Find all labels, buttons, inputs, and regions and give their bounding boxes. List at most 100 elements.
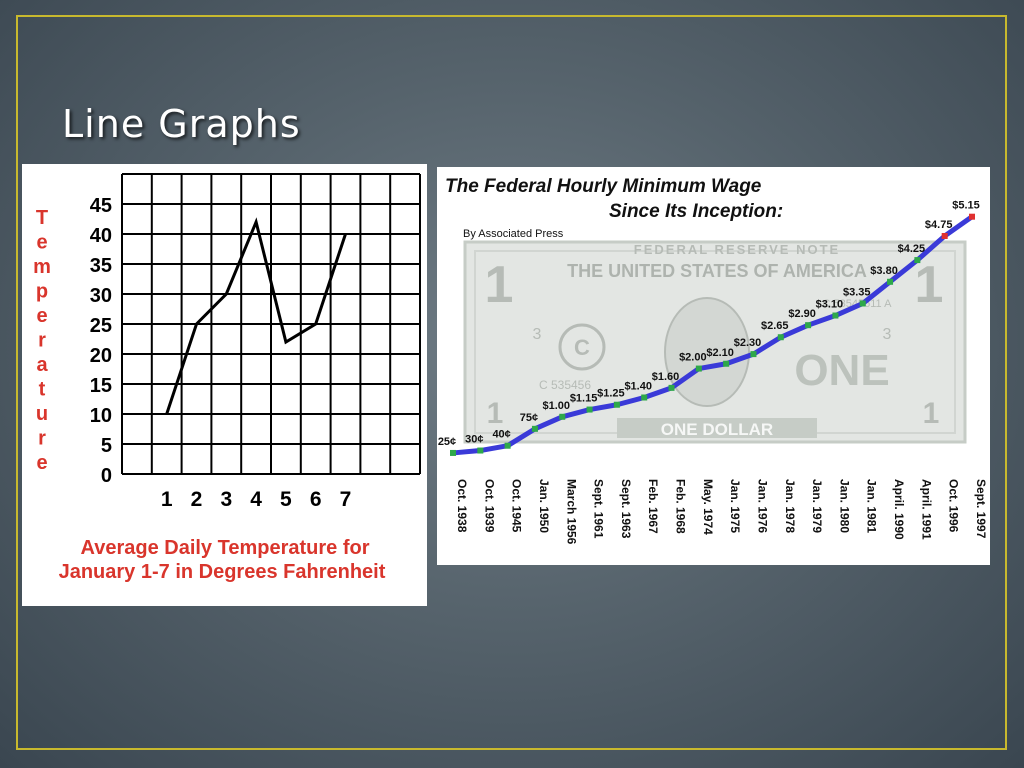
wage-x-ticks: Oct. 1938 Oct. 1939 Oct. 1945 Jan. 1950 Marc… bbox=[455, 479, 988, 545]
wage-x-tick-label: Sept. 1997 bbox=[974, 479, 988, 539]
temperature-y-tick-label: 20 bbox=[90, 345, 112, 367]
wage-data-label: 75¢ bbox=[520, 412, 538, 424]
wage-point bbox=[723, 360, 730, 367]
bill-seal bbox=[558, 323, 606, 371]
temperature-y-label-letter: e bbox=[36, 232, 47, 254]
wage-x-tick-label: Jan. 1976 bbox=[755, 479, 769, 533]
temperature-y-tick-label: 45 bbox=[90, 195, 112, 217]
wage-x-tick-label: Jan. 1950 bbox=[537, 479, 551, 533]
wage-x-tick-label: Oct. 1939 bbox=[482, 479, 496, 533]
wage-x-tick-label: Sept. 1961 bbox=[592, 479, 606, 539]
bill-top-text: FEDERAL RESERVE NOTE bbox=[634, 242, 840, 257]
wage-x-tick-label: Oct. 1938 bbox=[455, 479, 469, 533]
temperature-title-line-2: January 1-7 in Degrees Fahrenheit bbox=[59, 561, 386, 583]
temperature-y-axis-label: Temperature bbox=[33, 207, 51, 474]
wage-data-label: $2.10 bbox=[706, 347, 734, 359]
temperature-y-tick-label: 5 bbox=[101, 435, 112, 457]
wage-data-label: $2.90 bbox=[788, 308, 816, 320]
wage-data-label: 30¢ bbox=[465, 434, 483, 446]
wage-data-label: $1.00 bbox=[542, 400, 570, 412]
slide-title: Line Graphs bbox=[62, 102, 301, 146]
wage-x-tick-label: April. 1990 bbox=[892, 479, 906, 540]
temperature-x-tick-label: 7 bbox=[340, 488, 352, 511]
temperature-y-tick-label: 40 bbox=[90, 225, 112, 247]
wage-x-tick-label: Sept. 1963 bbox=[619, 479, 633, 539]
bill-denomination-bottom-left: 1 bbox=[487, 397, 504, 430]
wage-x-tick-label: April. 1991 bbox=[919, 479, 933, 540]
temperature-y-label-letter: t bbox=[39, 379, 46, 401]
bill-bottom-text: ONE DOLLAR bbox=[661, 420, 773, 439]
bill-seal-letter: C bbox=[574, 335, 590, 360]
temperature-y-label-letter: m bbox=[33, 256, 51, 278]
wage-point bbox=[641, 394, 648, 401]
wage-point bbox=[859, 300, 866, 307]
bill-series-id-text: C 535456 bbox=[539, 378, 591, 392]
wage-point bbox=[805, 322, 812, 329]
temperature-y-label-letter: e bbox=[36, 305, 47, 327]
wage-x-tick-label: Feb. 1968 bbox=[674, 479, 688, 534]
temperature-y-ticks: 0 5 10 15 20 25 30 35 40 45 bbox=[90, 195, 112, 487]
wage-x-tick-label: Jan. 1981 bbox=[865, 479, 879, 533]
dollar-bill-background: FEDERAL RESERVE NOTE THE UNITED STATES O… bbox=[463, 240, 967, 444]
wage-point bbox=[887, 278, 894, 285]
wage-series-line bbox=[452, 214, 974, 456]
wage-point bbox=[695, 365, 702, 372]
wage-x-tick-label: Oct. 1996 bbox=[947, 479, 961, 533]
wage-point bbox=[504, 442, 511, 449]
wage-point bbox=[914, 257, 921, 264]
bill-denomination-right: 1 bbox=[915, 256, 944, 314]
temperature-x-tick-label: 6 bbox=[310, 488, 322, 511]
wage-x-tick-label: March 1956 bbox=[564, 479, 578, 545]
bill-denomination-bottom-right: 1 bbox=[923, 397, 940, 430]
temperature-y-label-letter: u bbox=[36, 403, 48, 425]
wage-data-label: $4.25 bbox=[898, 243, 926, 255]
wage-point bbox=[559, 413, 566, 420]
wage-x-tick-label: Jan. 1980 bbox=[837, 479, 851, 533]
wage-data-label: $3.35 bbox=[843, 286, 871, 298]
wage-data-label: 40¢ bbox=[492, 429, 510, 441]
bill-mid-text: THE UNITED STATES OF AMERICA bbox=[567, 261, 867, 281]
temperature-grid bbox=[121, 173, 421, 475]
wage-data-label: $1.25 bbox=[597, 388, 625, 400]
temperature-y-tick-label: 15 bbox=[90, 375, 112, 397]
temperature-y-tick-label: 35 bbox=[90, 255, 112, 277]
wage-point bbox=[941, 232, 948, 239]
wage-x-tick-label: Jan. 1978 bbox=[783, 479, 797, 533]
slide-frame bbox=[16, 15, 1007, 750]
wage-chart-source: By Associated Press bbox=[463, 228, 564, 240]
temperature-x-tick-label: 3 bbox=[220, 488, 232, 511]
temperature-title-line-1: Average Daily Temperature for bbox=[81, 537, 370, 559]
wage-x-tick-label: Jan. 1975 bbox=[728, 479, 742, 533]
minimum-wage-chart-panel: FEDERAL RESERVE NOTE THE UNITED STATES O… bbox=[437, 167, 990, 565]
wage-data-label: $1.40 bbox=[624, 381, 652, 393]
wage-data-label: $2.30 bbox=[734, 337, 762, 349]
wage-x-tick-label: May. 1974 bbox=[701, 479, 715, 535]
temperature-x-tick-label: 5 bbox=[280, 488, 292, 511]
wage-data-label: $2.65 bbox=[761, 320, 789, 332]
bill-denomination-left: 1 bbox=[485, 256, 514, 314]
wage-data-labels: 25¢ 30¢ 40¢ 75¢ $1.00$1.15 $1.25$1.40$1.60 $2.… bbox=[438, 200, 980, 448]
wage-point bbox=[777, 334, 784, 341]
temperature-y-tick-label: 25 bbox=[90, 315, 112, 337]
bill-district-left: 3 bbox=[533, 326, 542, 343]
wage-point bbox=[477, 447, 484, 454]
wage-chart-subtitle: Since Its Inception: bbox=[609, 201, 783, 222]
wage-point bbox=[450, 449, 456, 456]
wage-data-label: $1.15 bbox=[570, 393, 598, 405]
temperature-y-label-letter: a bbox=[36, 354, 48, 376]
temperature-y-label-letter: r bbox=[38, 428, 46, 450]
temperature-x-tick-label: 2 bbox=[191, 488, 203, 511]
wage-data-label: $3.10 bbox=[816, 299, 844, 311]
wage-point bbox=[586, 406, 593, 413]
wage-data-label: 25¢ bbox=[438, 436, 456, 448]
bill-word: ONE bbox=[794, 346, 889, 395]
bill-district-right: 3 bbox=[883, 326, 892, 343]
wage-x-tick-label: Oct. 1945 bbox=[510, 479, 524, 533]
wage-point bbox=[531, 425, 538, 432]
wage-data-label: $4.75 bbox=[925, 219, 953, 231]
minimum-wage-chart: FEDERAL RESERVE NOTE THE UNITED STATES O… bbox=[438, 176, 988, 545]
wage-x-tick-label: Jan. 1979 bbox=[810, 479, 824, 533]
wage-points bbox=[450, 213, 975, 456]
